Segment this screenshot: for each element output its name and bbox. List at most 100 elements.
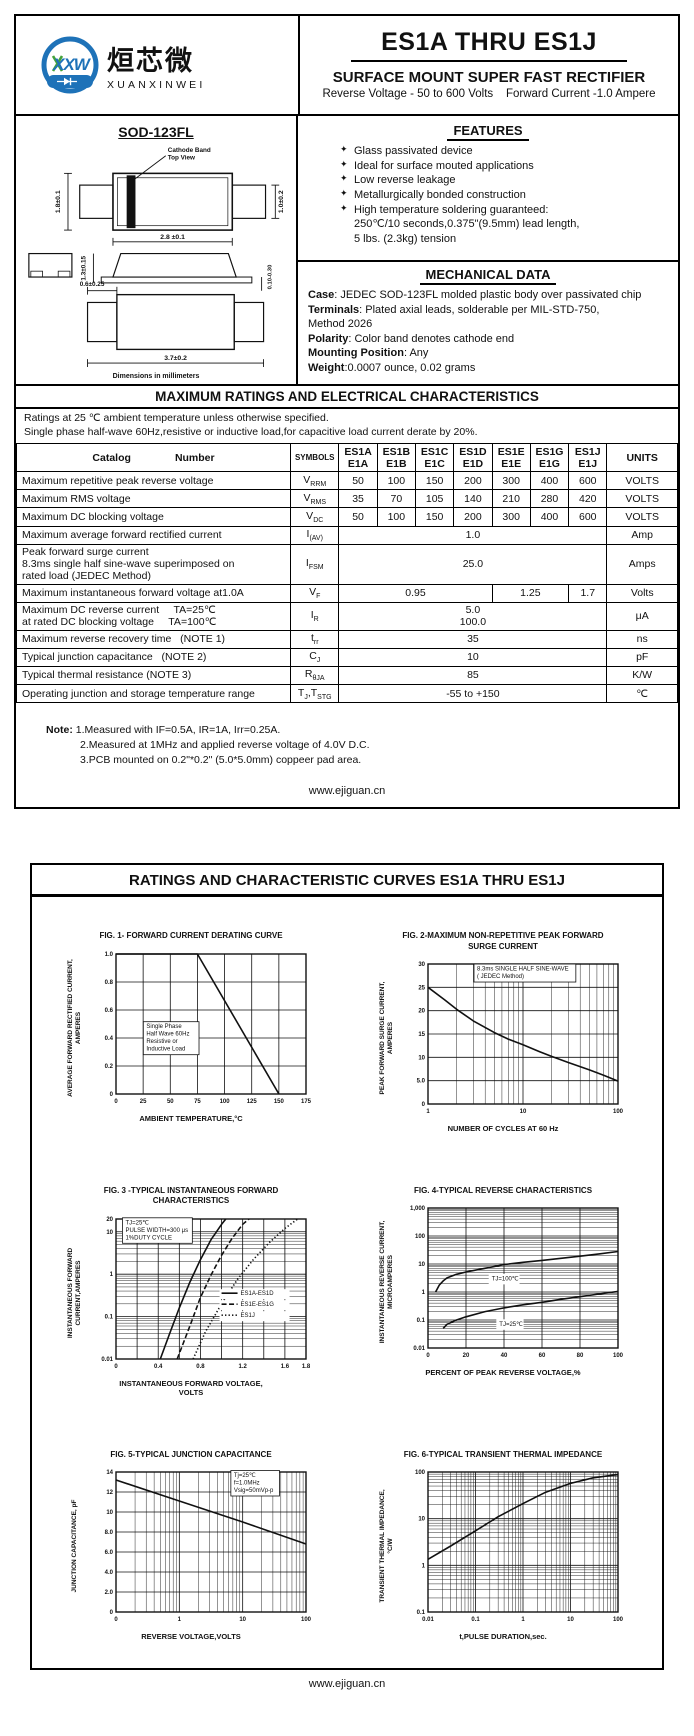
package-caption: Dimensions in millimeters xyxy=(112,373,200,380)
symbols-header: SYMBOLS xyxy=(290,443,340,473)
chart-text: 150 xyxy=(274,1099,285,1105)
chart-fig4: TJ=100℃ TJ=25℃ 0 20 40 60 80 100 0.01 0.1 1 10 100 1,… xyxy=(410,1206,624,1359)
chart-text: 20 xyxy=(106,1217,113,1223)
units-cell: Amps xyxy=(606,543,678,585)
units-cell: ns xyxy=(606,629,678,649)
value-cell: 0.95 xyxy=(338,583,493,603)
table-row: Operating junction and storage temperatu… xyxy=(15,684,678,704)
chart-text: 80 xyxy=(577,1353,584,1359)
series-ES1J xyxy=(192,1217,299,1359)
chart-text: 1 xyxy=(178,1617,182,1623)
chart-text: 1 xyxy=(426,1109,430,1115)
mech-line: Weight:0.0007 ounce, 0.02 grams xyxy=(308,361,476,374)
device-column-header: ES1G E1G xyxy=(529,443,570,473)
feature-item: ✦ Metallurgically bonded construction xyxy=(304,188,672,203)
chart-text: 25 xyxy=(418,985,425,991)
chart-text: 0.1 xyxy=(105,1314,114,1320)
chart-text: 0.4 xyxy=(154,1364,163,1370)
part-number-title: ES1A THRU ES1J xyxy=(351,28,627,62)
note-line: 3.PCB mounted on 0.2"*0.2" (5.0*5.0mm) c… xyxy=(80,753,362,766)
feature-text: 250℃/10 seconds,0.375"(9.5mm) lead lengt… xyxy=(354,218,580,231)
chart-text: 100 xyxy=(301,1617,312,1623)
feature-text: High temperature soldering guaranteed: xyxy=(354,203,549,216)
device-column-header: ES1E E1E xyxy=(491,443,531,473)
page-1: XXW 烜芯微 XUANXINWEI ES1A THRU ES1J SURFAC… xyxy=(14,14,680,810)
table-row: Maximum RMS voltage VRMS 35 70 105 140 210 280 4… xyxy=(15,489,678,509)
ratings-summary: Reverse Voltage - 50 to 600 Volts Forwar… xyxy=(322,88,656,100)
chart-text: 10 xyxy=(106,1229,113,1235)
x-axis-label: REVERSE VOLTAGE,VOLTS xyxy=(141,1632,241,1642)
value-cell: 600 xyxy=(568,471,608,491)
symbol-cell: I(AV) xyxy=(290,525,340,545)
package-column: SOD-123FL Cathode Band Top View 1.8±0.1 xyxy=(16,116,298,384)
value-cell: 420 xyxy=(568,489,608,509)
mech-line: Case: JEDEC SOD-123FL molded plastic bod… xyxy=(308,289,642,301)
chart-text: 10 xyxy=(567,1617,574,1623)
device-column-header: ES1B E1B xyxy=(376,443,416,473)
units-cell: VOLTS xyxy=(606,471,678,491)
value-cell: 5.0 100.0 xyxy=(338,601,608,631)
chart-text: 0.4 xyxy=(105,1036,114,1042)
chart-text: 100 xyxy=(613,1109,624,1115)
device-column-header: ES1J E1J xyxy=(568,443,608,473)
value-cell: 100 xyxy=(376,471,416,491)
bullet-icon: ✦ xyxy=(340,202,348,213)
chart-text: 50 xyxy=(167,1099,174,1105)
chart-text: ES1J xyxy=(241,1313,255,1319)
param-cell: Maximum DC reverse current TA=25℃ at rate… xyxy=(15,601,292,631)
value-cell: 35 xyxy=(338,489,378,509)
chart-text: 1 xyxy=(110,1272,114,1278)
chart-text: 0.6 xyxy=(105,1008,114,1014)
chart-text: 0.1 xyxy=(417,1610,426,1616)
series-Zth xyxy=(427,1474,619,1561)
chart-text: 8.3ms SINGLE HALF SINE-WAVE xyxy=(477,967,569,973)
number-label: Number xyxy=(174,451,215,464)
value-cell: 300 xyxy=(491,507,531,527)
param-cell: Maximum reverse recovery time (NOTE 1) xyxy=(15,629,292,649)
dim-side-height: 1.3±0.15 xyxy=(81,255,88,280)
chart-text: 100 xyxy=(415,1234,426,1240)
series-TJ-100C xyxy=(434,1250,619,1293)
chart-text: 10 xyxy=(418,1517,425,1523)
chart-text: f=1.0MHz xyxy=(234,1481,260,1487)
chart-text: 10 xyxy=(418,1262,425,1268)
bullet-icon: ✦ xyxy=(340,187,348,198)
symbol-cell: VF xyxy=(290,583,340,603)
chart-text: 0.01 xyxy=(413,1346,425,1352)
figure-title: FIG. 1- FORWARD CURRENT DERATING CURVE xyxy=(99,931,283,941)
param-cell: Operating junction and storage temperatu… xyxy=(15,684,292,704)
bullet-icon: ✦ xyxy=(340,173,348,184)
chart-text: 6.0 xyxy=(105,1550,114,1556)
chart-text: 1.0 xyxy=(105,952,114,958)
table-row: Maximum reverse recovery time (NOTE 1) tr… xyxy=(15,629,678,649)
top-view-callout: Top View xyxy=(168,155,195,162)
units-cell: VOLTS xyxy=(606,489,678,509)
chart-text: 60 xyxy=(539,1353,546,1359)
dim-top-height: 1.8±0.1 xyxy=(55,190,62,213)
chart-text: 175 xyxy=(301,1099,312,1105)
figure-title: FIG. 4-TYPICAL REVERSE CHARACTERISTICS xyxy=(413,1185,593,1195)
table-row: Maximum repetitive peak reverse voltage V… xyxy=(15,471,678,491)
chart-text: 0.1 xyxy=(471,1617,480,1623)
symbol-cell: IFSM xyxy=(290,543,340,585)
units-cell: VOLTS xyxy=(606,507,678,527)
param-cell: Typical junction capacitance (NOTE 2) xyxy=(15,647,292,667)
diode-symbol-icon xyxy=(57,77,77,86)
series-Cj xyxy=(115,1479,307,1546)
units-header: UNITS xyxy=(606,443,678,473)
feature-item: ✦ Glass passivated device xyxy=(304,144,672,159)
feature-text: Glass passivated device xyxy=(354,145,473,157)
units-cell: μA xyxy=(606,601,678,631)
features-section: FEATURES ✦ Glass passivated device ✦ Ideal … xyxy=(298,116,678,262)
figure-title: FIG. 6-TYPICAL TRANSIENT THERMAL IMPEDAN… xyxy=(403,1450,603,1459)
page-2: RATINGS AND CHARACTERISTIC CURVES ES1A T… xyxy=(30,863,664,1671)
chart-text: 30 xyxy=(418,962,425,968)
mechanical-data-heading: MECHANICAL DATA xyxy=(308,267,668,285)
y-axis-label: INSTANTANEOUS FORWARD CURRENT,AMPERES xyxy=(64,1211,86,1375)
chart-text: ES1E-ES1G xyxy=(241,1302,275,1308)
value-cell: 400 xyxy=(529,507,570,527)
value-cell: 105 xyxy=(414,489,455,509)
dim-body-width: 2.8 ±0.1 xyxy=(160,234,185,241)
symbol-cell: VRMS xyxy=(290,489,340,509)
